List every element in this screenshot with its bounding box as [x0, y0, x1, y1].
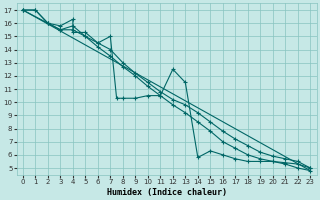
X-axis label: Humidex (Indice chaleur): Humidex (Indice chaleur)	[107, 188, 227, 197]
